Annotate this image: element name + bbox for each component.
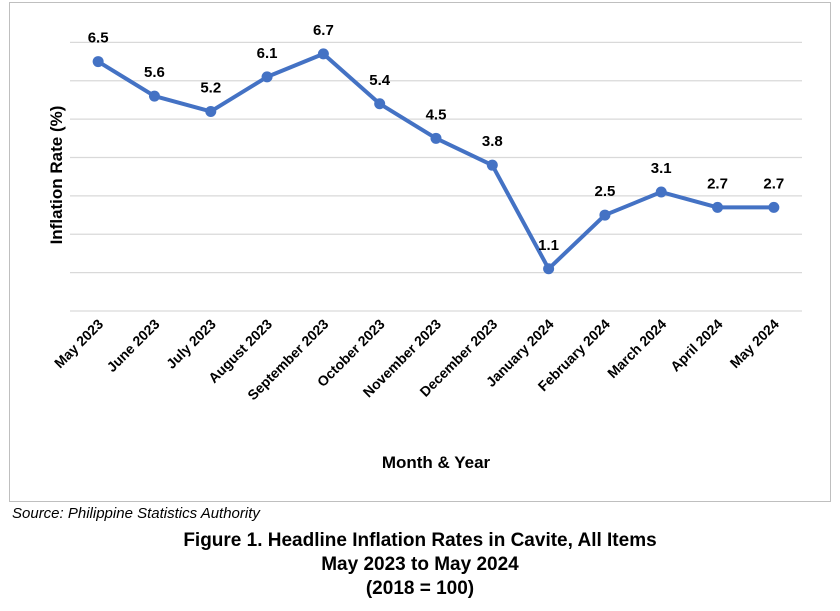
data-point-2: [205, 105, 217, 117]
data-label-8: 1.1: [538, 237, 559, 254]
x-tick-label-11: April 2024: [667, 316, 726, 375]
source-note: Source: Philippine Statistics Authority: [12, 505, 260, 522]
data-label-9: 2.5: [594, 183, 615, 200]
figure-caption-title: Figure 1. Headline Inflation Rates in Ca…: [183, 530, 657, 551]
x-tick-label-0: May 2023: [51, 316, 106, 371]
data-point-0: [92, 56, 104, 68]
data-label-4: 6.7: [313, 22, 334, 39]
data-label-3: 6.1: [257, 45, 278, 62]
data-labels: 6.5 5.6 5.2 6.1 6.7 5.4 4.5 3.8 1.1 2.5 3.1 2.7 2.7: [88, 22, 785, 254]
data-point-1: [148, 90, 160, 102]
x-tick-label-10: March 2024: [604, 316, 669, 381]
x-tick-label-1: June 2023: [103, 316, 162, 375]
data-point-7: [486, 159, 498, 171]
data-point-8: [543, 263, 555, 275]
x-tick-label-12: May 2024: [727, 316, 782, 371]
series-layer: [92, 48, 780, 275]
data-label-2: 5.2: [200, 79, 221, 96]
figure-caption-base-year: (2018 = 100): [365, 578, 475, 599]
data-point-12: [768, 201, 780, 213]
data-label-7: 3.8: [482, 133, 503, 150]
data-label-10: 3.1: [651, 160, 672, 177]
y-axis-title: Inflation Rate (%): [47, 106, 66, 245]
line-chart: 6.55.65.26.16.75.44.53.81.12.53.12.7 2.7 …: [47, 22, 802, 472]
gridlines: [70, 41, 802, 312]
data-point-5: [374, 98, 386, 110]
chart-frame: [9, 2, 831, 502]
data-point-4: [317, 48, 329, 60]
data-label-5: 5.4: [369, 72, 391, 89]
x-axis-title: Month & Year: [382, 453, 491, 472]
data-label-12: 2.7: [763, 175, 784, 192]
data-label-11: 2.7: [707, 175, 728, 192]
data-point-11: [712, 201, 724, 213]
x-tick-label-2: July 2023: [163, 316, 219, 372]
data-point-10: [655, 186, 667, 198]
data-label-0: 6.5: [88, 30, 109, 47]
data-label-6: 4.5: [426, 106, 447, 123]
figure-caption-period: May 2023 to May 2024: [321, 554, 519, 575]
data-point-6: [430, 132, 442, 144]
data-point-9: [599, 209, 611, 221]
data-point-3: [261, 71, 273, 83]
data-label-1: 5.6: [144, 64, 165, 81]
